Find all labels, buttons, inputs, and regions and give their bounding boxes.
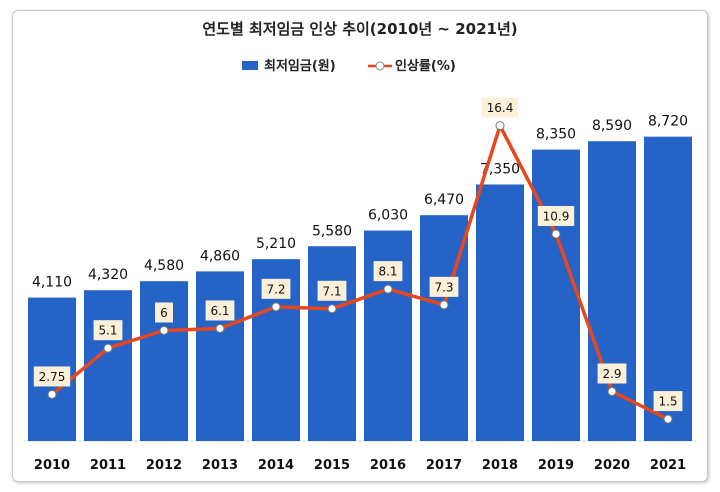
line-point-2015: [327, 304, 337, 314]
x-tick-2015: 2015: [314, 458, 350, 473]
line-point-2010: [47, 389, 57, 399]
legend-bar-label: 최저임금(원): [264, 59, 336, 74]
line-label-box-2017: [429, 276, 459, 297]
line-series: [47, 121, 673, 424]
line-value-labels: 2.75 5.1 6 6.1 7.2 7.1 8.1 7.3 16.4 10.9 2.9 1.5: [33, 97, 683, 412]
line-label-2020: 2.9: [602, 367, 621, 381]
x-tick-2011: 2011: [90, 458, 126, 473]
bar-label-2020: 8,590: [592, 118, 632, 134]
line-label-box-2011: [93, 320, 123, 341]
line-label-2017: 7.3: [434, 280, 453, 294]
bar-2013: [196, 271, 244, 441]
chart-title: 연도별 최저임금 인상 추이(2010년 ~ 2021년): [202, 20, 517, 38]
line-point-2019: [551, 229, 561, 239]
line-label-box-2018: [481, 97, 519, 118]
line-label-2014: 7.2: [266, 282, 285, 296]
bar-label-2015: 5,580: [312, 223, 352, 239]
bar-label-2016: 6,030: [368, 208, 408, 224]
bar-2021: [644, 136, 692, 441]
bar-label-2010: 4,110: [32, 275, 72, 291]
legend-line-label: 인상률(%): [395, 58, 456, 74]
bar-2019: [532, 149, 580, 441]
line-label-box-2019: [537, 205, 575, 226]
x-tick-2018: 2018: [482, 458, 518, 473]
line-label-box-2016: [373, 261, 403, 282]
bar-label-2021: 8,720: [648, 114, 688, 130]
line-label-box-2010: [33, 366, 71, 387]
line-label-2010: 2.75: [39, 370, 66, 384]
line-label-2018: 16.4: [487, 101, 514, 115]
bar-2015: [308, 246, 356, 441]
bar-label-2017: 6,470: [424, 192, 464, 208]
line-label-2021: 1.5: [658, 395, 677, 409]
line-label-box-2013: [205, 300, 235, 321]
bar-label-2011: 4,320: [88, 267, 128, 283]
line-point-2014: [271, 302, 281, 312]
bar-2018: [476, 184, 524, 442]
line-label-2016: 8.1: [378, 265, 397, 279]
line-label-2011: 5.1: [98, 324, 117, 338]
legend-bar-swatch: [242, 61, 258, 70]
line-path: [50, 123, 669, 421]
bar-label-2018: 7,350: [480, 161, 520, 177]
x-tick-2010: 2010: [34, 458, 70, 473]
line-label-2019: 10.9: [543, 209, 570, 223]
bar-series: [28, 136, 692, 442]
x-tick-2016: 2016: [370, 458, 406, 473]
bar-label-2012: 4,580: [144, 258, 184, 274]
x-tick-2013: 2013: [202, 458, 238, 473]
line-label-box-2020: [597, 363, 627, 384]
bar-label-2019: 8,350: [536, 127, 576, 143]
x-tick-2014: 2014: [258, 458, 294, 473]
line-label-2012: 6: [160, 306, 168, 320]
line-point-2017: [439, 300, 449, 310]
legend-line-marker: [375, 61, 385, 71]
x-tick-2012: 2012: [146, 458, 182, 473]
line-point-2011: [103, 343, 113, 353]
line-point-2020: [607, 386, 617, 396]
line-label-box-2021: [653, 391, 683, 412]
x-tick-labels: 2010 2011 2012 2013 2014 2015 2016 2017 2018 2019…: [34, 458, 686, 473]
line-point-2021: [663, 414, 673, 424]
line-label-box-2012: [155, 302, 173, 323]
bar-2011: [84, 290, 132, 441]
bar-label-2013: 4,860: [200, 248, 240, 264]
bar-label-2014: 5,210: [256, 236, 296, 252]
line-point-2012: [159, 325, 169, 335]
line-label-box-2014: [261, 278, 291, 299]
line-label-2013: 6.1: [210, 304, 229, 318]
legend: 최저임금(원) 인상률(%): [242, 58, 456, 74]
bar-value-labels: 4,110 4,320 4,580 4,860 5,210 5,580 6,030 6,470…: [32, 114, 688, 291]
line-label-box-2015: [317, 280, 347, 301]
line-label-2015: 7.1: [322, 284, 341, 298]
x-tick-2021: 2021: [650, 458, 686, 473]
line-point-2013: [215, 323, 225, 333]
line-point-2016: [383, 284, 393, 294]
line-point-2018: [495, 121, 505, 131]
x-tick-2020: 2020: [594, 458, 630, 473]
bar-2020: [588, 141, 636, 442]
x-tick-2017: 2017: [426, 458, 462, 473]
x-tick-2019: 2019: [538, 458, 574, 473]
